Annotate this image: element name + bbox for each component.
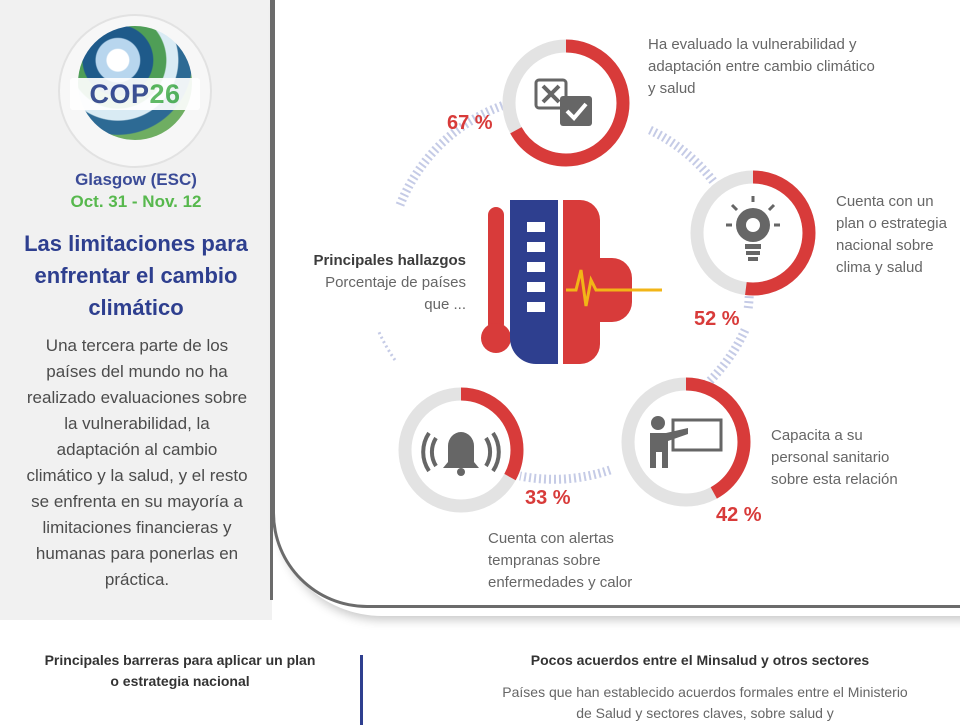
metric-ring-1 — [502, 39, 630, 167]
metric-1-percent: 67 % — [447, 112, 493, 134]
checklist-icon — [534, 78, 592, 126]
metric-4-description: Cuenta con alertas tempranas sobre enfer… — [488, 530, 633, 591]
alarm-bell-icon — [421, 431, 501, 476]
bottom-divider — [360, 655, 363, 725]
logo-wordmark: COP26 — [70, 78, 200, 110]
ring-progress — [690, 170, 816, 296]
connector-arc-bottom — [519, 465, 612, 484]
metric-3-percent: 42 % — [716, 504, 762, 526]
ring-progress — [398, 387, 524, 513]
findings-label: Principales hallazgos Porcentaje de país… — [300, 250, 466, 316]
cop26-logo: COP26 — [60, 16, 210, 166]
findings-subtitle: Porcentaje de países que ... — [325, 274, 466, 313]
thermometer-heart-illustration — [481, 200, 662, 364]
findings-infographic: Principales hallazgos Porcentaje de país… — [300, 36, 947, 591]
content-frame — [272, 0, 960, 608]
connector-arc-left — [376, 329, 397, 361]
presentation-icon — [650, 416, 723, 468]
infographic-graphics — [376, 39, 816, 513]
metric-2-percent: 52 % — [694, 308, 740, 330]
sidebar-body: Una tercera parte de los países del mund… — [26, 336, 248, 589]
agreements-title: Pocos acuerdos entre el Minsalud y otros… — [530, 652, 870, 668]
panel-divider — [270, 0, 273, 600]
ring-progress — [621, 377, 751, 507]
metric-4-percent: 33 % — [525, 487, 571, 509]
ring-progress — [502, 39, 630, 167]
event-city: Glasgow (ESC) — [75, 170, 197, 189]
metric-ring-4 — [398, 387, 524, 513]
event-dates: Oct. 31 - Nov. 12 — [70, 192, 202, 211]
logo-number-text: 26 — [149, 79, 181, 109]
metric-ring-2 — [690, 170, 816, 296]
metric-3-description: Capacita a su personal sanitario sobre e… — [771, 427, 898, 488]
metric-2-description: Cuenta con un plan o estrategia nacional… — [836, 193, 947, 276]
barriers-title: Principales barreras para aplicar un pla… — [44, 652, 316, 689]
logo-cop-text: COP — [89, 79, 150, 109]
agreements-description: Países que han establecido acuerdos form… — [502, 684, 908, 721]
findings-title: Principales hallazgos — [313, 252, 466, 269]
lightbulb-gear-icon — [726, 196, 780, 261]
sidebar-title: Las limitaciones para enfrentar el cambi… — [24, 231, 248, 320]
metric-1-description: Ha evaluado la vulnerabilidad y adaptaci… — [648, 36, 875, 97]
metric-ring-3 — [621, 377, 751, 507]
